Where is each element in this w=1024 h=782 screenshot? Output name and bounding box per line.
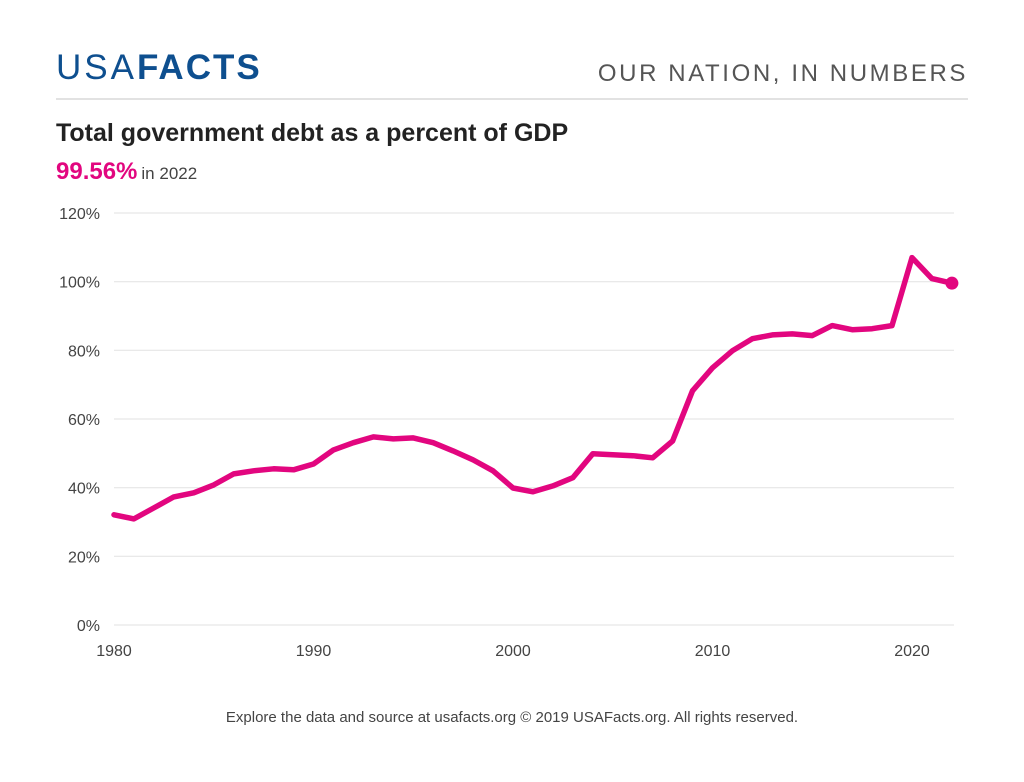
y-tick-label: 120% [59,206,100,223]
y-axis-ticks: 0% 20% 40% 60% 80% 100% 120% [59,206,100,635]
logo-text-bold: FACTS [136,48,262,87]
x-tick-label: 2020 [894,643,930,660]
y-tick-label: 0% [77,618,100,635]
latest-value-marker [945,276,959,290]
x-tick-label: 1990 [296,643,332,660]
headline-period: in 2022 [141,164,198,183]
y-tick-label: 60% [68,412,100,429]
y-tick-label: 80% [68,343,100,360]
header-divider [56,98,968,100]
y-tick-label: 40% [68,481,100,498]
series-line [111,254,955,522]
y-tick-label: 100% [59,275,100,292]
usafacts-logo: USAFACTS [56,50,262,85]
chart-title: Total government debt as a percent of GD… [56,119,569,147]
y-tick-label: 20% [68,549,100,566]
logo-text-light: USA [56,48,137,87]
footer-credit: Explore the data and source at usafacts.… [225,709,799,726]
x-tick-label: 1980 [96,643,132,660]
x-axis-ticks: 1980 1990 2000 2010 2020 [96,643,930,660]
series [111,254,959,522]
x-tick-label: 2000 [495,643,531,660]
grid-lines [114,212,954,626]
x-tick-label: 2010 [695,643,731,660]
headline-stat: 99.56% in 2022 [56,158,197,187]
tagline: OUR NATION, IN NUMBERS [597,60,968,87]
headline-value: 99.56% [56,158,138,185]
